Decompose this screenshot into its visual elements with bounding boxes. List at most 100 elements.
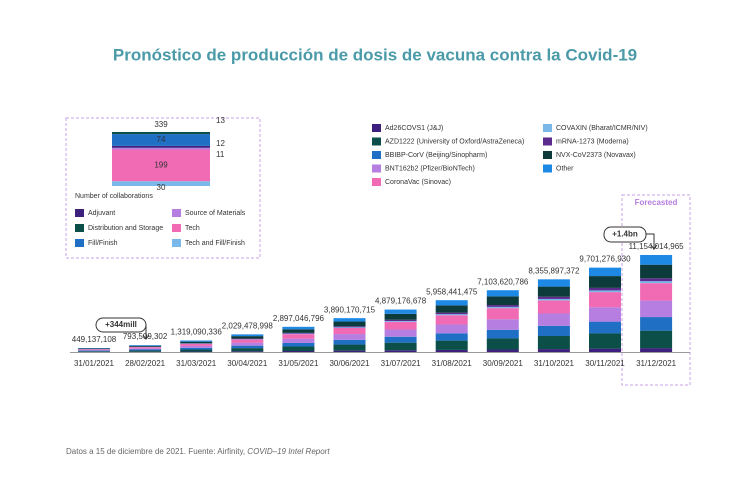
bar-segment [640, 281, 673, 284]
bar-segment [486, 349, 519, 352]
bar-segment [435, 314, 468, 316]
bar-segment [333, 327, 366, 328]
legend-label: AZD1222 (University of Oxford/AstraZenec… [385, 138, 524, 145]
bar-segment [333, 334, 366, 340]
value-label: 11 [216, 150, 225, 159]
bar-segment [282, 346, 315, 351]
legend-swatch [75, 239, 84, 247]
legend-label: Tech and Fill/Finish [185, 240, 245, 247]
value-label: 30 [157, 183, 166, 192]
bar-segment [129, 345, 162, 346]
legend-swatch [543, 164, 552, 173]
bar-segment [282, 334, 315, 339]
total-label: 793,509,302 [123, 332, 168, 341]
bar-segment [231, 336, 264, 339]
bar-segment [640, 278, 673, 282]
value-label: 13 [216, 116, 225, 125]
legend-label: Adjuvant [88, 210, 115, 217]
bar-segment [640, 254, 673, 265]
total-label: 11,154,014,965 [629, 242, 685, 251]
bar-segment [435, 349, 468, 352]
legend-swatch [372, 137, 381, 146]
legend-label: CoronaVac (Sinovac) [385, 179, 451, 186]
total-label: 5,958,441,475 [426, 287, 478, 296]
bar-segment [435, 315, 468, 325]
bar-segment [129, 345, 162, 347]
legend-swatch [372, 151, 381, 159]
bar-segment [589, 276, 621, 288]
bar-segment [589, 333, 621, 349]
bar-segment [640, 300, 673, 318]
bar-segment [231, 338, 264, 340]
legend-swatch [543, 124, 552, 132]
bar-segment [486, 306, 519, 309]
legend-label: COVAXIN (Bharat/ICMR/NIV) [556, 125, 648, 132]
arrow [142, 325, 150, 340]
bar-segment [231, 348, 264, 352]
bar-segment [640, 317, 673, 331]
bar-segment [129, 350, 162, 352]
bar-segment [640, 264, 673, 279]
total-label: 7,103,620,786 [477, 277, 529, 286]
bar-segment [486, 308, 519, 320]
bar-segment [180, 340, 213, 342]
bar-segment [537, 313, 570, 326]
arrow [646, 233, 658, 250]
bar-segment [112, 147, 210, 150]
x-tick-label: 31/08/2021 [432, 359, 473, 368]
legend-swatch [172, 239, 181, 247]
total-label: 1,319,090,336 [171, 328, 223, 337]
legend-swatch [172, 224, 181, 232]
bar-segment [333, 339, 366, 345]
legend-label: Ad26COVS1 (J&J) [385, 125, 443, 132]
legend-label: BBIBP-CorV (Beijing/Sinopharm) [385, 152, 487, 159]
legend-swatch [543, 137, 552, 146]
legend-label: Other [556, 165, 574, 172]
bar-segment [78, 349, 110, 350]
bar-segment [231, 345, 264, 349]
bar-segment [231, 342, 264, 346]
bar-segment [180, 343, 213, 346]
bar-segment [384, 313, 417, 320]
bar-segment [589, 292, 621, 308]
axis-label: Number of collaborations [75, 193, 153, 200]
bar-segment [333, 327, 366, 335]
annotation: +344mill [105, 320, 137, 329]
x-tick-label: 31/12/2021 [636, 359, 677, 368]
bar-segment [384, 309, 417, 314]
x-tick-label: 31/10/2021 [534, 359, 575, 368]
legend-label: mRNA-1273 (Moderna) [556, 138, 629, 145]
bar-segment [78, 350, 110, 352]
bar-segment [129, 349, 162, 351]
bar-segment [129, 347, 162, 349]
x-tick-label: 28/02/2021 [125, 359, 166, 368]
bar-segment [78, 348, 110, 350]
x-tick-label: 31/01/2021 [74, 359, 115, 368]
bar-segment [333, 350, 366, 352]
bar-segment [112, 132, 210, 135]
inset-frame [65, 117, 261, 259]
bar-segment [333, 326, 366, 328]
bar-segment [282, 326, 315, 330]
bar-segment [589, 287, 621, 291]
footer-italic: COVID–19 Intel Report [247, 447, 330, 456]
bar-segment [112, 145, 210, 148]
bar-segment [589, 290, 621, 293]
forecast-frame [621, 194, 691, 386]
bar-segment [112, 181, 210, 186]
total-label: 9,701,276,930 [579, 255, 631, 264]
x-tick-label: 30/09/2021 [483, 359, 524, 368]
legend-swatch [372, 164, 381, 173]
x-tick-label: 31/03/2021 [176, 359, 217, 368]
bar-segment [589, 307, 621, 322]
legend-swatch [75, 209, 84, 217]
footer: Datos a 15 de diciembre de 2021. Fuente:… [66, 447, 330, 456]
bar-segment [282, 333, 315, 335]
bar-segment [282, 342, 315, 347]
bar-segment [486, 305, 519, 307]
bar-segment [486, 338, 519, 350]
bar-segment [78, 349, 110, 351]
bar-segment [435, 305, 468, 313]
bar-segment [112, 134, 210, 146]
bar-segment [537, 279, 570, 287]
